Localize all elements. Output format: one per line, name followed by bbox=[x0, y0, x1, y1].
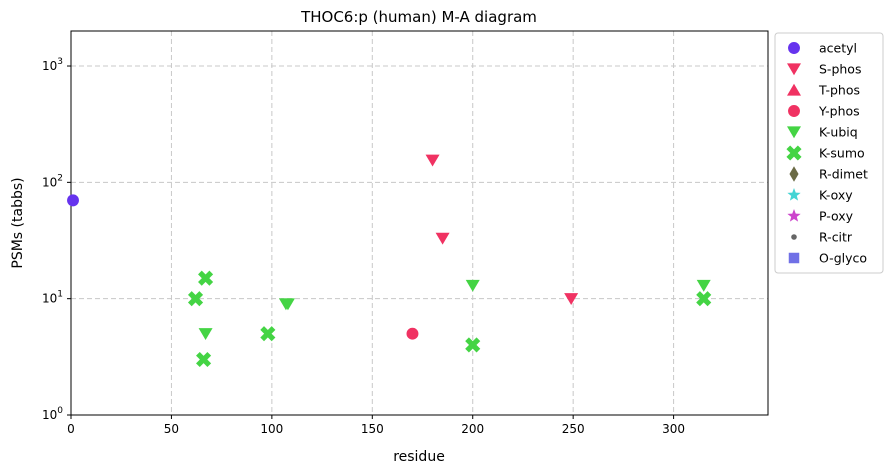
x-axis: 0 50 100 150 200 250 300 bbox=[67, 415, 685, 436]
legend-marker-t-phos bbox=[787, 83, 801, 96]
legend-marker-acetyl bbox=[788, 42, 800, 54]
legend-entry-k-oxy: K-oxy bbox=[787, 188, 853, 203]
legend-entry-s-phos: S-phos bbox=[787, 62, 861, 77]
point-k-sumo-bar bbox=[198, 270, 214, 286]
x-tick-label: 200 bbox=[461, 422, 484, 436]
point-k-sumo bbox=[196, 351, 212, 368]
legend-entry-k-sumo: K-sumo bbox=[786, 145, 865, 161]
legend-label: T-phos bbox=[818, 83, 860, 98]
legend-frame bbox=[774, 32, 884, 274]
point-k-sumo-bar bbox=[196, 351, 212, 368]
legend-entry-p-oxy: P-oxy bbox=[787, 209, 854, 224]
point-k-ubiq bbox=[198, 328, 213, 340]
y-tick-exponent: 1 bbox=[57, 290, 63, 300]
legend-entry-k-ubiq: K-ubiq bbox=[787, 125, 858, 140]
y-tick-exponent: 3 bbox=[57, 57, 63, 67]
point-k-sumo bbox=[198, 270, 214, 286]
x-tick-label: 100 bbox=[260, 422, 283, 436]
y-tick-base: 10 bbox=[42, 292, 57, 306]
legend-label: K-ubiq bbox=[819, 125, 858, 140]
legend-label: acetyl bbox=[819, 41, 857, 56]
point-s-phos bbox=[564, 293, 579, 305]
point-k-ubiq bbox=[465, 279, 480, 292]
y-tick-label: 103 bbox=[42, 57, 63, 73]
x-tick-label: 0 bbox=[67, 422, 75, 436]
point-k-sumo-bar bbox=[465, 337, 481, 353]
legend-label: R-citr bbox=[819, 230, 853, 245]
plot-frame bbox=[70, 30, 769, 416]
legend: acetyl S-phos T-phos Y-phos K-ubiq K-sumo R-di… bbox=[774, 32, 884, 274]
data-points bbox=[67, 154, 712, 368]
legend-label: S-phos bbox=[819, 62, 861, 77]
legend-marker-s-phos bbox=[787, 63, 801, 76]
legend-entry-r-citr: R-citr bbox=[791, 230, 853, 245]
y-tick-label: 102 bbox=[42, 173, 63, 189]
x-tick-label: 50 bbox=[164, 422, 179, 436]
point-acetyl bbox=[67, 194, 79, 207]
chart-title: THOC6:p (human) M-A diagram bbox=[300, 8, 537, 26]
point-y-phos bbox=[406, 327, 419, 340]
point-s-phos bbox=[435, 232, 450, 245]
point-k-sumo-bar bbox=[260, 326, 276, 342]
point-k-sumo-bar bbox=[696, 291, 712, 307]
x-axis-label: residue bbox=[393, 449, 445, 465]
y-tick-base: 10 bbox=[42, 59, 57, 73]
y-tick-exponent: 0 bbox=[57, 406, 63, 416]
legend-entry-acetyl: acetyl bbox=[788, 41, 857, 56]
point-k-ubiq bbox=[696, 279, 711, 292]
legend-label: K-oxy bbox=[819, 188, 853, 203]
legend-marker-k-ubiq bbox=[787, 126, 801, 139]
legend-label: K-sumo bbox=[819, 146, 865, 161]
legend-marker-r-dimet bbox=[789, 166, 799, 182]
legend-marker-y-phos bbox=[788, 105, 800, 117]
y-tick-label: 101 bbox=[42, 290, 63, 306]
grid bbox=[71, 31, 768, 415]
point-s-phos bbox=[425, 154, 440, 167]
legend-entry-o-glyco: O-glyco bbox=[788, 251, 867, 266]
x-tick-label: 250 bbox=[562, 422, 585, 436]
legend-entry-r-dimet: R-dimet bbox=[789, 166, 868, 182]
y-tick-base: 10 bbox=[42, 408, 57, 422]
legend-marker-k-sumo bbox=[786, 145, 802, 161]
y-axis-label: PSMs (tabbs) bbox=[10, 177, 26, 268]
point-k-sumo-bar bbox=[187, 291, 204, 307]
legend-label: R-dimet bbox=[819, 167, 868, 182]
x-tick-label: 300 bbox=[662, 422, 685, 436]
point-k-ubiq bbox=[280, 298, 295, 311]
legend-marker-k-sumo-bar bbox=[786, 145, 802, 161]
legend-entry-t-phos: T-phos bbox=[787, 83, 860, 98]
y-tick-base: 10 bbox=[42, 175, 57, 189]
legend-label: Y-phos bbox=[818, 104, 860, 119]
point-k-sumo bbox=[465, 337, 481, 353]
legend-entry-y-phos: Y-phos bbox=[788, 104, 860, 119]
point-k-sumo bbox=[260, 326, 276, 342]
legend-marker-p-oxy bbox=[787, 209, 801, 222]
legend-label: P-oxy bbox=[819, 209, 854, 224]
legend-label: O-glyco bbox=[819, 251, 867, 266]
point-k-sumo bbox=[696, 291, 712, 307]
point-k-sumo bbox=[187, 291, 204, 307]
legend-marker-r-citr bbox=[791, 234, 797, 240]
x-tick-label: 150 bbox=[361, 422, 384, 436]
legend-marker-k-oxy bbox=[787, 188, 801, 201]
y-tick-label: 100 bbox=[42, 406, 63, 422]
y-tick-exponent: 2 bbox=[57, 173, 63, 183]
legend-marker-o-glyco bbox=[788, 252, 800, 264]
